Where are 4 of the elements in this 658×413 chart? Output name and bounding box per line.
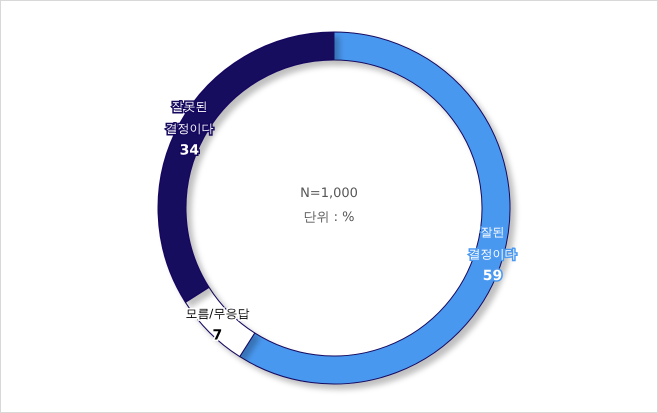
data-label: 7 [212, 328, 222, 344]
text: N=1,000 [300, 186, 358, 201]
text: 단위 : % [304, 210, 354, 225]
data-label: 34 [180, 142, 200, 159]
